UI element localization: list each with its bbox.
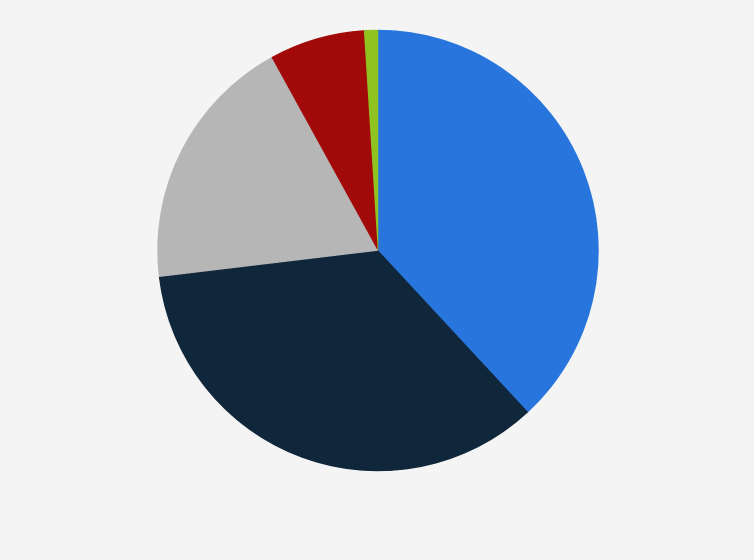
pie-slice-5 [363, 29, 379, 251]
pie-slice-1 [377, 29, 599, 413]
pie-slice-3 [157, 56, 379, 278]
pie-slices [157, 29, 599, 472]
pie-slice-2 [158, 250, 529, 472]
